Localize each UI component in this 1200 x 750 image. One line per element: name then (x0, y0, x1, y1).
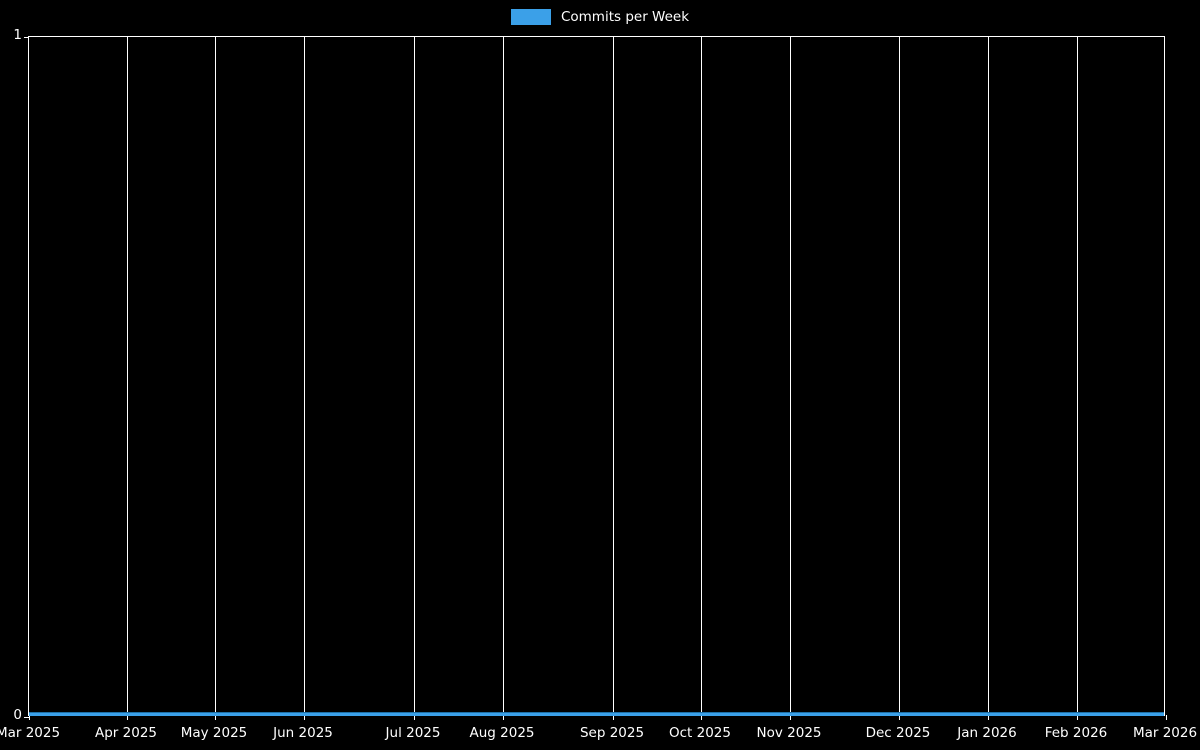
x-tick-mark (29, 715, 30, 720)
legend-entry-commits-per-week[interactable]: Commits per Week (510, 9, 690, 25)
x-tick-label: Jan 2026 (957, 725, 1017, 741)
gridline-jan-2026 (988, 37, 989, 715)
gridline-nov-2025 (790, 37, 791, 715)
x-tick-label: Mar 2025 (0, 725, 61, 741)
x-tick-label: Dec 2025 (865, 725, 931, 741)
x-tick-mark (215, 715, 216, 720)
y-tick-mark (24, 717, 29, 718)
x-tick-mark (503, 715, 504, 720)
x-tick-label: Jun 2025 (273, 725, 333, 741)
x-tick-mark (127, 715, 128, 720)
series-layer (29, 37, 1164, 716)
x-tick-mark (1077, 715, 1078, 720)
x-tick-label: Jul 2025 (385, 725, 441, 741)
x-tick-label: May 2025 (180, 725, 248, 741)
x-tick-mark (899, 715, 900, 720)
gridline-oct-2025 (701, 37, 702, 715)
gridline-feb-2026 (1077, 37, 1078, 715)
gridline-jul-2025 (414, 37, 415, 715)
x-tick-label: Feb 2026 (1044, 725, 1108, 741)
legend-label: Commits per Week (560, 9, 690, 25)
gridline-sep-2025 (613, 37, 614, 715)
x-tick-mark (790, 715, 791, 720)
y-tick-label: 0 (13, 707, 22, 723)
y-tick-mark (24, 37, 29, 38)
x-tick-mark (1166, 715, 1167, 720)
x-tick-label: Mar 2026 (1132, 725, 1198, 741)
series-bar-commits-per-week (29, 712, 1164, 716)
x-tick-label: Oct 2025 (669, 725, 731, 741)
x-tick-mark (701, 715, 702, 720)
gridline-dec-2025 (899, 37, 900, 715)
x-tick-mark (613, 715, 614, 720)
gridline-aug-2025 (503, 37, 504, 715)
x-tick-mark (988, 715, 989, 720)
x-tick-label: Nov 2025 (756, 725, 822, 741)
x-tick-label: Sep 2025 (579, 725, 645, 741)
x-tick-mark (304, 715, 305, 720)
x-tick-mark (414, 715, 415, 720)
gridline-may-2025 (215, 37, 216, 715)
gridline-apr-2025 (127, 37, 128, 715)
gridline-jun-2025 (304, 37, 305, 715)
x-tick-label: Aug 2025 (469, 725, 535, 741)
plot-area (24, 36, 1167, 720)
legend-color-swatch-icon (510, 9, 551, 25)
x-tick-label: Apr 2025 (94, 725, 158, 741)
chart-legend: Commits per Week (0, 6, 1200, 28)
y-tick-label: 1 (13, 27, 22, 43)
